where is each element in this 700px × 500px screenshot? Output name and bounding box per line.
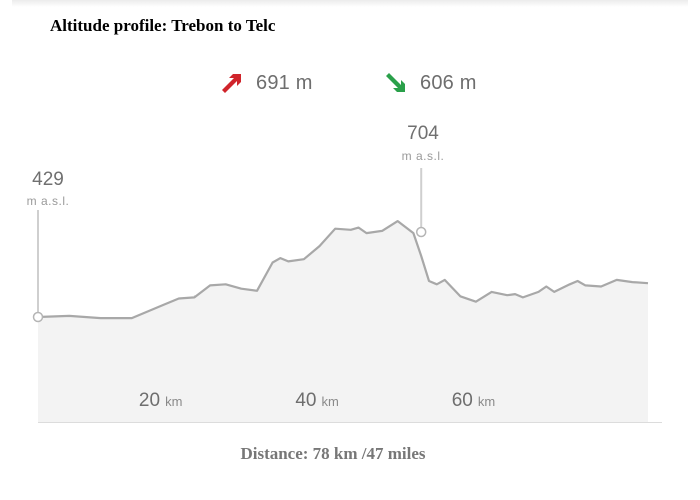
ascent-stat: 691 m — [220, 71, 313, 95]
x-tick-label: 60 km — [452, 390, 495, 411]
x-tick-label: 20 km — [139, 390, 182, 411]
page-title: Altitude profile: Trebon to Telc — [50, 16, 276, 35]
peak-altitude-value: 704 — [407, 123, 439, 144]
altitude-marker-point — [32, 311, 44, 323]
arrow-up-right-icon — [220, 71, 244, 95]
arrow-down-right-icon — [384, 71, 408, 95]
start-altitude-unit: m a.s.l. — [26, 194, 70, 208]
descent-stat: 606 m — [384, 71, 477, 95]
x-tick-label: 40 km — [295, 390, 338, 411]
altitude-marker-point — [415, 226, 427, 238]
peak-altitude-unit: m a.s.l. — [401, 149, 445, 163]
profile-line — [37, 220, 649, 320]
top-shadow — [12, 0, 688, 7]
distance-summary: Distance: 78 km /47 miles — [240, 444, 426, 463]
profile-area — [38, 221, 648, 422]
ascent-value: 691 m — [256, 71, 313, 94]
start-altitude-value: 429 — [32, 169, 64, 190]
descent-value: 606 m — [420, 71, 477, 94]
